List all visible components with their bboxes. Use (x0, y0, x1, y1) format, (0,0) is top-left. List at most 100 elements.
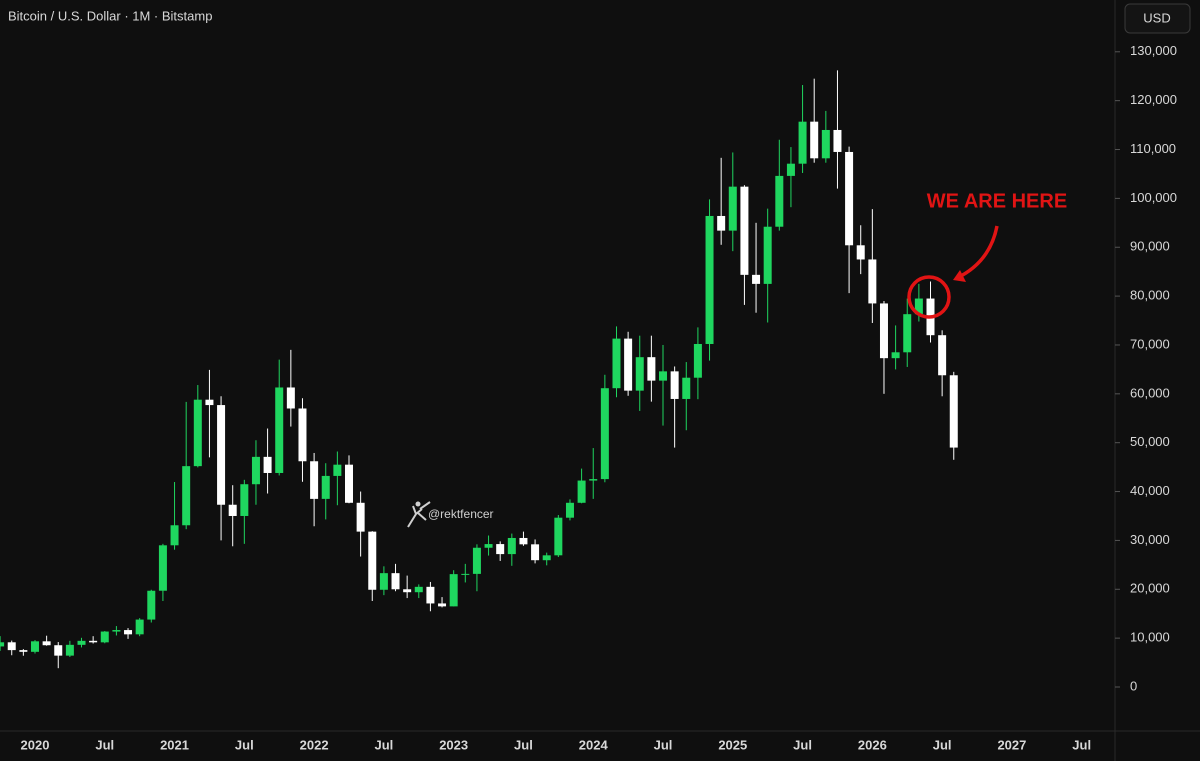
candle-body (403, 589, 412, 593)
candle-body (30, 641, 39, 652)
candle-body (345, 464, 353, 503)
candle-body (228, 504, 237, 516)
candle-body (414, 586, 423, 593)
y-tick-label: 60,000 (1130, 385, 1170, 400)
candle-body (65, 644, 74, 656)
y-tick-label: 10,000 (1130, 630, 1170, 645)
candle-body (891, 352, 900, 359)
highlight-circle (907, 275, 951, 319)
candle-body (124, 630, 133, 635)
plot (0, 70, 958, 669)
candle-body (938, 335, 947, 376)
candle-body (705, 215, 714, 344)
candle-body (89, 640, 98, 643)
candle-body (472, 547, 481, 574)
candle-body (77, 640, 86, 645)
candle-body (531, 544, 540, 561)
candle-body (275, 387, 284, 473)
candle-body (263, 456, 272, 473)
candle-body (600, 388, 609, 480)
candle-body (286, 387, 295, 409)
candle-body (0, 642, 5, 647)
candle-body (542, 555, 551, 561)
candle-body (251, 456, 260, 485)
candle-body (728, 186, 737, 231)
candle-body (391, 573, 400, 590)
candle-body (519, 537, 528, 545)
candle-body (112, 630, 121, 632)
currency-label[interactable]: USD (1143, 10, 1170, 25)
candle-body (565, 502, 574, 518)
x-tick-label: Jul (793, 737, 812, 752)
x-tick-label: Jul (235, 737, 254, 752)
candle-body (135, 619, 144, 635)
y-tick-label: 80,000 (1130, 288, 1170, 303)
candle-body (903, 314, 912, 353)
candle-body (193, 399, 202, 467)
x-tick-label: 2021 (160, 737, 189, 752)
candle-body (868, 259, 877, 304)
candle-body (717, 215, 726, 231)
chart-title: Bitcoin / U.S. Dollar · 1M · Bitstamp (8, 8, 212, 23)
candle-body (426, 586, 435, 604)
candle-body (845, 151, 854, 246)
candle-body (752, 274, 761, 284)
y-tick-label: 90,000 (1130, 239, 1170, 254)
candle-body (310, 461, 319, 499)
currency-button[interactable] (1124, 3, 1191, 34)
candle-body (786, 163, 795, 176)
candle-body (635, 357, 644, 391)
candle-body (356, 502, 365, 532)
candle-body (682, 377, 691, 399)
candle-body (321, 475, 330, 499)
arrow-head (953, 270, 966, 282)
candle-body (298, 408, 307, 462)
candle-body (170, 525, 179, 546)
x-tick-label: 2020 (21, 737, 50, 752)
candle-body (147, 590, 156, 620)
candle-body (484, 544, 493, 548)
candle-body (42, 641, 51, 646)
y-tick-label: 120,000 (1130, 92, 1177, 107)
x-tick-label: Jul (654, 737, 673, 752)
candle-body (740, 186, 749, 275)
candle-body (659, 371, 668, 381)
y-tick-label: 0 (1130, 678, 1137, 693)
x-tick-label: 2024 (579, 737, 609, 752)
x-tick-label: Jul (514, 737, 533, 752)
candle-body (7, 642, 16, 651)
candle-body (240, 484, 249, 516)
candle-body (496, 544, 505, 555)
candle-body (100, 631, 109, 643)
candle-body (612, 338, 621, 389)
x-tick-label: Jul (1072, 737, 1091, 752)
candle-body (810, 121, 819, 159)
y-tick-label: 50,000 (1130, 434, 1170, 449)
annotation: WE ARE HERE (927, 190, 1067, 212)
x-tick-label: Jul (933, 737, 952, 752)
candle-body (449, 574, 458, 607)
candle-body (158, 545, 167, 591)
candle-body (54, 645, 63, 656)
x-tick-label: 2022 (300, 737, 329, 752)
candle-body (461, 573, 470, 575)
candle-body (379, 573, 388, 590)
candle-body (577, 480, 586, 503)
arrow (956, 225, 999, 280)
candle-body (438, 603, 447, 607)
x-tick-label: 2025 (718, 737, 747, 752)
x-tick-label: Jul (374, 737, 393, 752)
y-tick-label: 40,000 (1130, 483, 1170, 498)
candle-body (647, 357, 656, 381)
candle-body (763, 226, 772, 284)
y-tick-label: 20,000 (1130, 581, 1170, 596)
candle-body (821, 129, 830, 159)
candle-body (205, 399, 214, 406)
candle-body (775, 175, 784, 227)
candle-body (554, 517, 563, 556)
y-tick-label: 100,000 (1130, 190, 1177, 205)
candle-body (856, 245, 865, 260)
